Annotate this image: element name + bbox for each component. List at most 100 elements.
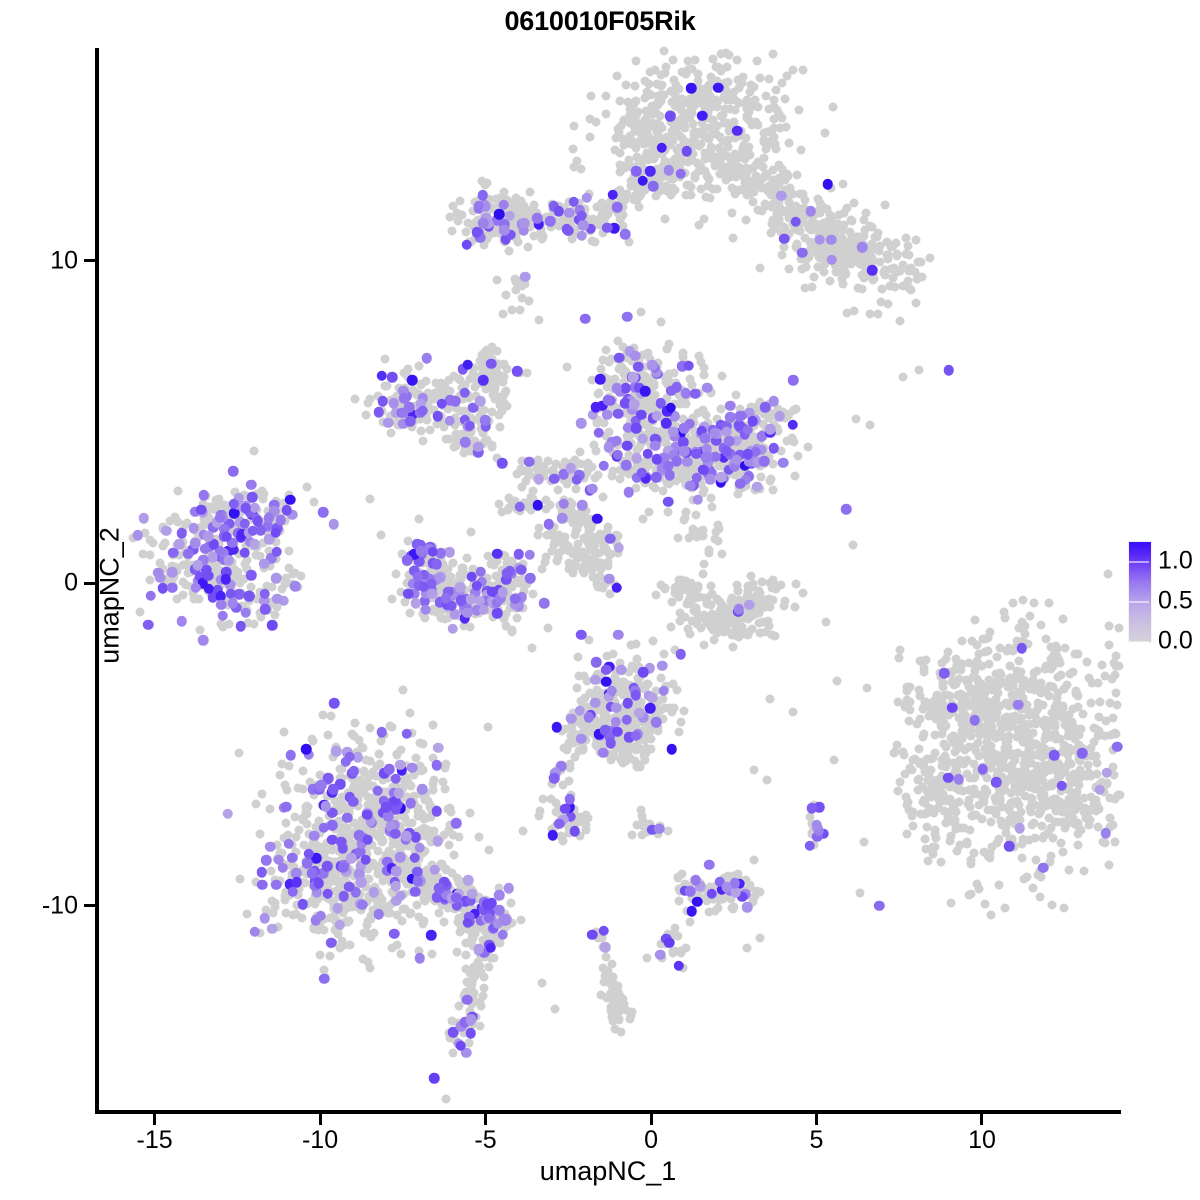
data-point [477,190,488,201]
data-point [178,577,187,587]
data-point [576,210,588,222]
data-point [611,383,622,394]
data-point [612,71,622,81]
data-point [477,217,489,229]
data-point [589,697,601,708]
data-point [761,91,771,101]
data-point [709,428,721,439]
data-point [403,536,413,546]
data-point [638,163,648,173]
data-point [203,530,214,542]
data-point [651,454,663,465]
data-point [780,175,790,185]
data-point [736,410,747,422]
data-point [979,702,989,712]
data-point [660,214,670,224]
data-point [861,208,871,218]
data-point [1103,569,1112,579]
data-point [615,96,625,106]
data-point [733,489,743,499]
data-point [618,134,628,144]
data-point [465,622,475,632]
data-point [779,601,789,611]
data-point [989,699,999,709]
data-point [706,493,716,503]
data-point [1014,822,1025,834]
data-point [717,549,727,559]
data-point [906,263,916,273]
data-point [568,144,578,154]
data-point [694,127,704,137]
data-point [517,293,527,303]
data-point [903,797,912,807]
data-point [867,222,877,232]
data-point [1062,680,1072,690]
data-point [758,617,768,627]
data-point [890,282,900,292]
data-point [667,157,677,167]
data-point [1016,643,1028,654]
data-point [693,76,703,86]
data-point [485,358,497,369]
data-point [651,590,661,600]
data-point [582,536,592,546]
data-point [235,621,247,632]
data-point [516,464,525,474]
data-point [684,180,694,189]
data-point [145,550,155,560]
data-point [639,751,649,761]
data-point [895,316,905,326]
data-point [777,250,787,260]
data-point [728,157,738,167]
data-point [699,559,709,569]
data-point [1058,817,1068,827]
data-point [1110,837,1120,847]
data-point [1000,613,1010,623]
data-point [744,627,754,637]
data-point [943,772,954,784]
data-point [651,191,661,200]
data-point [671,80,681,90]
data-point [637,433,648,444]
data-point [734,162,744,172]
data-point [386,371,398,383]
data-point [611,133,620,143]
data-point [918,782,928,792]
data-point [764,104,774,114]
data-point [690,55,700,65]
data-point [630,423,642,434]
data-point [668,136,678,146]
data-point [995,676,1005,686]
data-point [957,659,967,668]
data-point [1109,658,1119,668]
data-point [853,283,863,293]
data-point [485,383,495,393]
data-point [642,107,652,117]
data-point [753,102,763,112]
data-point [624,237,634,247]
data-point [517,482,527,492]
data-point [556,512,568,524]
data-point [777,164,787,174]
data-point [624,155,634,165]
data-point [968,672,978,682]
data-point [915,714,925,724]
data-point [775,123,785,133]
data-point [445,212,455,222]
data-point [765,476,775,485]
data-point [380,354,390,364]
data-point [764,424,776,435]
data-point [1004,701,1014,711]
data-point [674,84,684,94]
data-point [690,388,701,399]
data-point [696,184,706,194]
data-point [630,689,641,700]
data-point [794,105,803,115]
data-point [585,688,595,698]
data-point [960,710,970,720]
data-point [755,628,765,638]
data-point [740,154,750,163]
data-point [501,609,511,619]
data-point [1056,670,1066,679]
data-point [633,707,645,719]
